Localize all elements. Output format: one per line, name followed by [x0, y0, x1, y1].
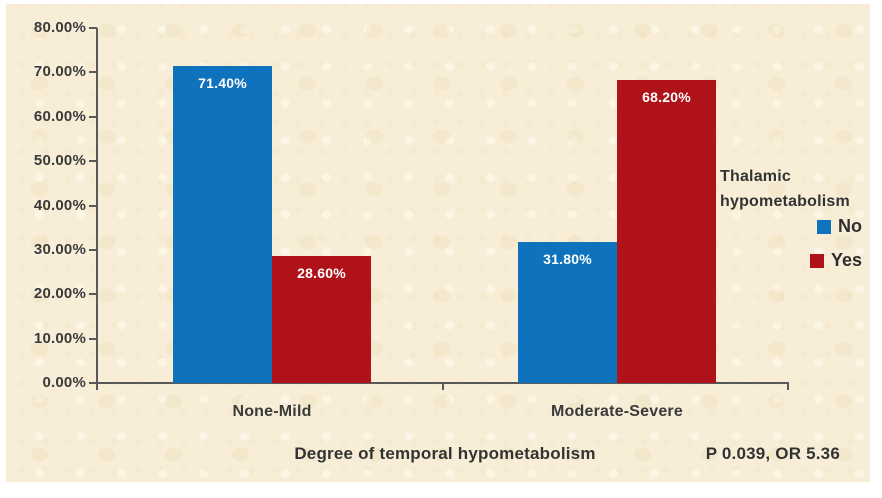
- chart-background: [6, 4, 870, 482]
- y-axis-tick-label: 10.00%: [33, 329, 86, 347]
- x-category-label: None-Mild: [232, 403, 312, 420]
- x-axis-tick-end: [787, 383, 789, 390]
- legend-title: Thalamic hypometabolism: [720, 168, 850, 210]
- bar-value-label: 31.80%: [543, 250, 592, 267]
- y-axis-tick-label: 50.00%: [33, 152, 86, 170]
- y-axis-tick-label: 20.00%: [33, 285, 86, 303]
- y-axis-tick: [89, 382, 97, 384]
- bar-yes-moderate-severe: 68.20%: [617, 80, 716, 383]
- legend-item-yes: Yes: [809, 250, 862, 271]
- y-axis-tick-label: 40.00%: [33, 196, 86, 214]
- y-axis-tick: [89, 337, 97, 340]
- legend-item-no: No: [817, 216, 862, 237]
- legend-swatch-yes-icon: [809, 253, 824, 268]
- bar-yes-none-mild: 28.60%: [272, 256, 371, 383]
- y-axis-tick-label: 70.00%: [33, 63, 86, 81]
- legend: Thalamic hypometabolism No Yes: [720, 164, 870, 270]
- y-axis-tick: [89, 27, 97, 29]
- bar-value-label: 68.20%: [642, 89, 691, 106]
- y-axis-tick: [89, 71, 97, 74]
- y-axis-tick-label: 30.00%: [33, 240, 86, 258]
- x-category-label: Moderate-Severe: [551, 403, 683, 420]
- y-axis-tick: [89, 115, 97, 118]
- legend-label-yes: Yes: [830, 250, 862, 270]
- x-axis-tick-mid: [442, 383, 444, 390]
- bar-value-label: 28.60%: [297, 265, 346, 282]
- y-axis-tick: [89, 204, 97, 207]
- legend-label-no: No: [838, 216, 862, 236]
- y-axis-tick: [89, 160, 97, 163]
- stats-annotation: P 0.039, OR 5.36: [705, 444, 840, 463]
- y-axis-tick: [89, 248, 97, 251]
- y-axis-tick-label: 60.00%: [33, 107, 86, 125]
- bar-no-none-mild: 71.40%: [173, 66, 272, 383]
- y-axis-tick-label: 0.00%: [42, 374, 86, 391]
- y-axis-tick: [89, 293, 97, 296]
- bar-no-moderate-severe: 31.80%: [518, 241, 617, 383]
- bar-value-label: 71.40%: [198, 75, 247, 92]
- x-axis-title: Degree of temporal hypometabolism: [294, 444, 596, 463]
- y-axis-line: [96, 28, 98, 390]
- legend-swatch-no-icon: [817, 219, 831, 234]
- y-axis-tick-label: 80.00%: [33, 19, 86, 36]
